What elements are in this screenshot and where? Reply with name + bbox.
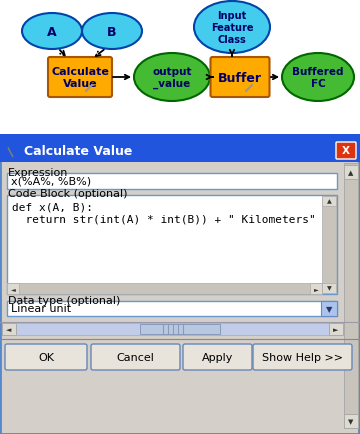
Text: Calculate
Value: Calculate Value [51,67,109,89]
Ellipse shape [134,54,210,102]
Text: Data type (optional): Data type (optional) [8,295,120,305]
Text: /: / [5,145,17,158]
FancyBboxPatch shape [211,58,270,98]
Bar [322,197,336,293]
FancyBboxPatch shape [7,196,337,294]
Text: Calculate Value: Calculate Value [24,145,132,158]
Text: X: X [342,146,350,156]
Text: Expression: Expression [8,168,68,178]
Text: ▲: ▲ [327,199,331,204]
Text: ▼: ▼ [326,304,332,313]
Bar [329,323,343,335]
Text: return str(int(A) * int(B)) + " Kilometers": return str(int(A) * int(B)) + " Kilomete… [12,214,316,224]
Bar [0,135,360,140]
Text: ◄: ◄ [11,286,15,291]
Text: Buffered
FC: Buffered FC [292,67,344,89]
FancyBboxPatch shape [336,143,356,160]
Bar [344,166,358,180]
FancyBboxPatch shape [183,344,252,370]
Bar [7,283,322,294]
Ellipse shape [22,14,82,50]
Text: Apply: Apply [202,352,233,362]
FancyBboxPatch shape [5,344,87,370]
Text: A: A [47,26,57,39]
Text: output
_value: output _value [152,67,192,89]
FancyBboxPatch shape [253,344,352,370]
Text: ►: ► [333,326,339,332]
Bar [16,323,329,335]
Text: Cancel: Cancel [117,352,154,362]
FancyBboxPatch shape [7,301,337,316]
Text: Buffer: Buffer [218,71,262,84]
Ellipse shape [282,54,354,102]
Bar [321,301,337,316]
Text: x(%A%, %B%): x(%A%, %B%) [11,177,91,187]
Text: Input
Feature
Class: Input Feature Class [211,11,253,45]
Text: ◄: ◄ [6,326,12,332]
Bar [7,283,19,294]
Bar [310,283,322,294]
FancyBboxPatch shape [48,58,112,98]
FancyBboxPatch shape [91,344,180,370]
Text: ▲: ▲ [348,170,354,176]
FancyBboxPatch shape [0,141,359,434]
FancyBboxPatch shape [7,174,337,190]
Bar [322,197,336,207]
Bar [0,140,360,163]
Text: Code Block (optional): Code Block (optional) [8,188,127,198]
Text: OK: OK [38,352,54,362]
Text: ►: ► [314,286,318,291]
Ellipse shape [194,2,270,54]
Text: Show Help >>: Show Help >> [262,352,343,362]
Text: B: B [107,26,117,39]
Text: ▼: ▼ [327,286,331,291]
Bar [322,283,336,293]
Ellipse shape [82,14,142,50]
Text: Linear unit: Linear unit [11,304,71,314]
Text: ▼: ▼ [348,418,354,424]
Bar [2,323,16,335]
Bar [344,414,358,428]
Text: def x(A, B):: def x(A, B): [12,201,93,211]
Bar [344,164,358,428]
Bar [140,324,220,334]
